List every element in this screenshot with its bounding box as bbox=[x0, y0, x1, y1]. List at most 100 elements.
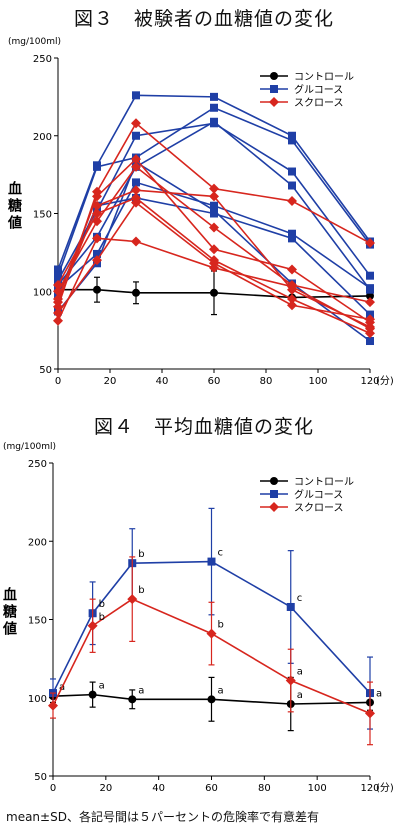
chart2-series-2-sig-label: b bbox=[99, 612, 105, 623]
chart1-x-tick-label: 80 bbox=[260, 376, 273, 387]
chart1-y-unit: (mg/100ml) bbox=[8, 37, 61, 47]
chart1-series-2-point bbox=[365, 323, 375, 334]
chart1-series-1-point bbox=[93, 162, 101, 171]
chart-1-title: 図３ 被験者の血糖値の変化 bbox=[73, 8, 334, 30]
chart1-series-2-point bbox=[209, 183, 219, 194]
chart1-series-1-point bbox=[132, 131, 140, 140]
chart1-series-2-point bbox=[53, 286, 63, 297]
chart2-series-0-line bbox=[52, 693, 371, 705]
chart2-x-unit: (分) bbox=[376, 782, 394, 794]
chart2-series-2-point bbox=[365, 708, 375, 719]
chart1-series-1-line bbox=[57, 120, 371, 291]
chart2-series-1-sig-label: b bbox=[99, 599, 105, 610]
chart2-legend-label: グルコース bbox=[294, 488, 343, 501]
chart1-series-2-point bbox=[287, 264, 297, 275]
chart2-series-1-point bbox=[207, 557, 216, 566]
chart1-series-2-point bbox=[92, 208, 102, 219]
chart1-series-1-point bbox=[54, 265, 62, 274]
chart2-series-2-point bbox=[87, 620, 98, 631]
chart1-series-2-point bbox=[365, 314, 375, 325]
chart1-y-tick-label: 150 bbox=[33, 210, 52, 221]
chart1-series-1-point bbox=[288, 181, 296, 190]
chart2-y-tick-label: 50 bbox=[34, 772, 47, 783]
chart1-x-tick-label: 120 bbox=[360, 376, 379, 387]
chart2-series-2-point bbox=[127, 594, 138, 605]
chart1-x-tick-label: 0 bbox=[55, 376, 61, 387]
chart1-series-2-point bbox=[131, 185, 141, 196]
chart2-series-1-sig-label: b bbox=[138, 549, 144, 560]
chart2-series-0-point bbox=[128, 695, 137, 704]
chart1-x-tick-label: 60 bbox=[208, 376, 221, 387]
chart2-y-unit: (mg/100ml) bbox=[3, 442, 56, 452]
chart2-series-1-sig-label: c bbox=[218, 548, 224, 559]
chart1-series-1-point bbox=[210, 206, 218, 215]
chart2-y-label-char: 血 bbox=[3, 587, 17, 604]
chart1-y-tick-label: 250 bbox=[33, 54, 52, 65]
footnote: mean±SD、各記号間は５パーセントの危険率で有意差有 bbox=[6, 810, 319, 824]
chart1-series-2-line bbox=[57, 237, 371, 330]
chart2-series-0-sig-label: a bbox=[99, 681, 105, 692]
chart1-y-tick-label: 100 bbox=[33, 287, 52, 298]
chart1-series-1-point bbox=[288, 131, 296, 140]
chart1-series-1-point bbox=[366, 337, 374, 346]
chart1-series-1-point bbox=[210, 92, 218, 101]
chart1-series-1-point bbox=[93, 249, 101, 258]
chart1-series-1-point bbox=[366, 284, 374, 293]
chart2-series-0-sig-label: a bbox=[297, 690, 303, 701]
chart2-series-2-sig-label: b bbox=[138, 585, 144, 596]
chart1-series-2-point bbox=[287, 300, 297, 311]
chart2-series-0-sig-label: a bbox=[218, 685, 224, 696]
chart1-legend-marker bbox=[269, 97, 279, 107]
chart1-series-2-point bbox=[287, 294, 297, 305]
chart2-series-0-sig-label: a bbox=[376, 688, 382, 699]
chart1-series-1-point bbox=[288, 229, 296, 238]
chart2-y-label-char: 糖 bbox=[3, 604, 17, 621]
chart2-legend-label: コントロール bbox=[294, 477, 354, 488]
chart2-series-2-point bbox=[285, 675, 296, 686]
chart2-legend-marker bbox=[269, 502, 279, 512]
chart1-series-1-point bbox=[210, 117, 218, 126]
chart-2-title: 図４ 平均血糖値の変化 bbox=[93, 416, 314, 438]
chart1-legend-marker bbox=[270, 85, 278, 93]
chart1-y-tick-label: 50 bbox=[39, 365, 52, 376]
chart1-legend-label: グルコース bbox=[294, 83, 343, 96]
chart2-series-1-sig-label: c bbox=[297, 593, 303, 604]
chart1-series-2-point bbox=[53, 280, 63, 291]
chart1-y-label-char: 糖 bbox=[8, 198, 22, 215]
chart1-x-tick-label: 100 bbox=[308, 376, 327, 387]
chart2-series-0-sig-label: a bbox=[138, 685, 144, 696]
chart2-series-1-point bbox=[286, 602, 295, 611]
chart2-series-0-point bbox=[88, 690, 97, 699]
chart1-series-2-point bbox=[131, 118, 141, 129]
chart1-series-0-point bbox=[210, 288, 218, 297]
chart2-y-tick-label: 150 bbox=[28, 616, 47, 627]
chart1-y-tick-label: 200 bbox=[33, 132, 52, 143]
chart1-series-2-point bbox=[92, 233, 102, 244]
chart2-x-tick-label: 100 bbox=[308, 783, 327, 794]
chart1-series-1-point bbox=[366, 271, 374, 280]
chart1-series-1-point bbox=[132, 91, 140, 100]
chart2-x-tick-label: 120 bbox=[360, 783, 379, 794]
chart1-series-2-point bbox=[131, 154, 141, 165]
chart-1-glucose-subjects: 50 100 150 200 250 0 20 40 60 80 100 120(分) (mg/100m… bbox=[7, 37, 394, 387]
chart1-x-tick-label: 40 bbox=[156, 376, 169, 387]
chart1-series-1-point bbox=[288, 234, 296, 243]
chart1-legend-label: コントロール bbox=[294, 72, 354, 83]
chart1-y-label-char: 値 bbox=[7, 215, 22, 232]
chart2-y-tick-label: 200 bbox=[28, 537, 47, 548]
chart1-series-1-line bbox=[57, 106, 371, 276]
chart2-legend-marker bbox=[270, 490, 278, 498]
chart1-series-2-line bbox=[57, 165, 371, 303]
chart1-series-2-point bbox=[92, 216, 102, 227]
chart1-legend-marker bbox=[270, 72, 278, 80]
chart1-series-1-point bbox=[54, 271, 62, 280]
chart1-series-2-point bbox=[287, 281, 297, 292]
chart1-series-2-point bbox=[365, 297, 375, 308]
chart1-series-2-line bbox=[57, 157, 371, 324]
chart1-series-0-line bbox=[58, 288, 371, 299]
chart1-series-0-point bbox=[366, 291, 374, 300]
chart1-series-2-point bbox=[209, 191, 219, 202]
chart1-series-2-line bbox=[57, 201, 371, 321]
chart1-series-0-point bbox=[132, 288, 140, 297]
chart1-series-2-point bbox=[92, 200, 102, 211]
